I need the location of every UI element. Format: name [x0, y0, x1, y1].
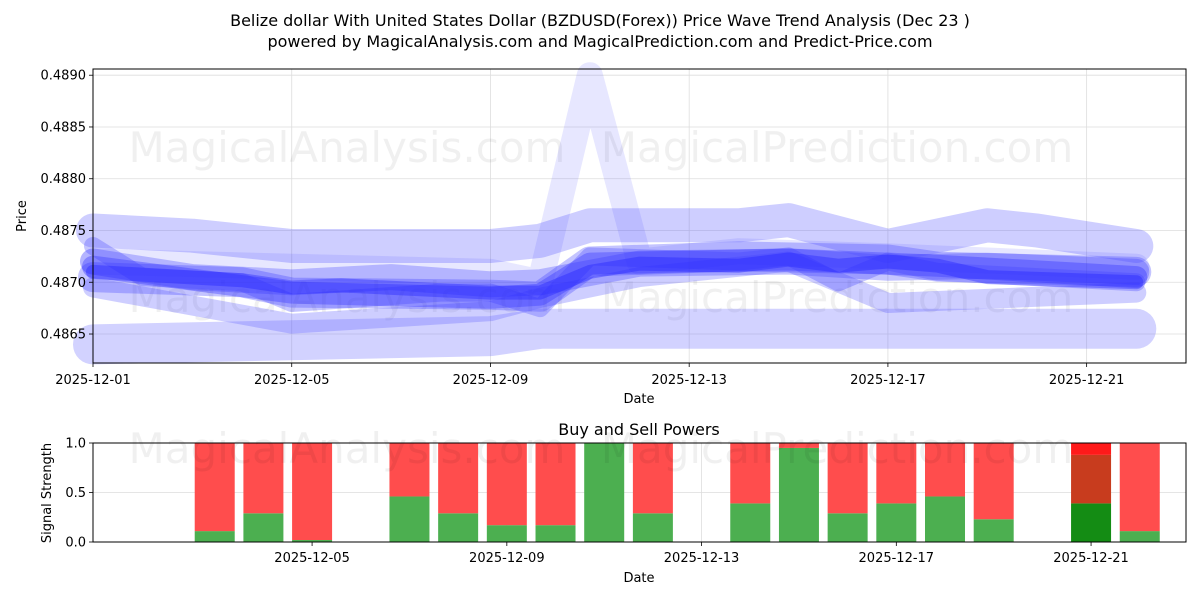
powers-ytick-label: 1.0	[65, 437, 86, 452]
powers-title: Buy and Sell Powers	[558, 420, 720, 439]
price-xtick-label: 2025-12-17	[850, 373, 926, 388]
sell-bar-2025-12-05	[292, 443, 333, 541]
buy-bar-2025-12-18	[925, 496, 966, 542]
powers-xlabel: Date	[623, 571, 654, 586]
sell-bar-2025-12-17	[876, 443, 917, 504]
powers-bars	[194, 443, 1160, 542]
price-xtick-label: 2025-12-13	[651, 373, 727, 388]
buy-bar-2025-12-21	[1071, 503, 1112, 542]
price-watermarks: MagicalAnalysis.com MagicalPrediction.co…	[129, 123, 1074, 322]
price-ytick-label: 0.4865	[41, 328, 87, 343]
watermark-prediction-bottom: MagicalPrediction.com	[601, 424, 1074, 473]
powers-ytick-label: 0.5	[65, 486, 86, 501]
sell-bar-2025-12-16	[827, 443, 868, 514]
sell-bar-2025-12-04	[243, 443, 284, 514]
buy-bar-2025-12-16	[827, 513, 868, 542]
sell-bar-2025-12-10	[535, 443, 576, 526]
powers-watermarks: MagicalAnalysis.com MagicalPrediction.co…	[129, 424, 1074, 473]
price-wave-9-line	[86, 252, 1144, 300]
powers-xtick-label: 2025-12-09	[469, 551, 545, 566]
price-ytick-label: 0.4870	[41, 276, 87, 291]
watermark-analysis-bottom: MagicalAnalysis.com	[129, 424, 566, 473]
watermark-analysis-top: MagicalAnalysis.com	[129, 123, 566, 172]
buy-bar-2025-12-19	[973, 519, 1014, 542]
buy-bar-2025-12-07	[389, 496, 430, 542]
price-ytick-label: 0.4885	[41, 120, 87, 135]
sell-extra-bar-2025-12-21	[1071, 443, 1112, 455]
buy-bar-2025-12-04	[243, 513, 284, 542]
sell-bar-2025-12-18	[925, 443, 966, 497]
sell-bar-2025-12-21	[1071, 454, 1112, 504]
sell-bar-2025-12-15	[778, 443, 819, 448]
price-ylabel: Price	[15, 200, 30, 232]
chart-title: Belize dollar With United States Dollar …	[230, 11, 970, 30]
price-wave-2-line	[80, 248, 1150, 298]
buy-bar-2025-12-03	[194, 531, 235, 542]
price-xtick-label: 2025-12-01	[55, 373, 131, 388]
price-xtick-label: 2025-12-05	[254, 373, 330, 388]
sell-bar-2025-12-19	[973, 443, 1014, 520]
sell-bar-2025-12-12	[632, 443, 673, 514]
sell-bar-2025-12-14	[730, 443, 771, 504]
sell-bar-2025-12-03	[194, 443, 235, 532]
watermark-prediction-mid: MagicalPrediction.com	[601, 273, 1074, 322]
price-wave-1-line	[78, 241, 1152, 312]
sell-bar-2025-12-22	[1119, 443, 1160, 532]
price-wave-4-line	[84, 237, 1146, 318]
buy-bar-2025-12-09	[486, 525, 527, 542]
powers-ytick-label: 0.0	[65, 536, 86, 551]
price-plot-frame	[92, 68, 1187, 364]
sell-bar-2025-12-07	[389, 443, 430, 497]
powers-axes: 2025-12-05 2025-12-09 2025-12-13 2025-12-17…	[65, 437, 1129, 567]
buy-bar-2025-12-15	[778, 447, 819, 542]
price-axes: 2025-12-01 2025-12-05 2025-12-09 2025-12-13…	[41, 69, 1125, 388]
buy-bar-2025-12-05	[292, 540, 333, 542]
chart-subtitle: powered by MagicalAnalysis.com and Magic…	[267, 32, 932, 51]
buy-bar-2025-12-22	[1119, 531, 1160, 542]
price-wave-8-line	[73, 308, 1157, 365]
price-ytick-label: 0.4890	[41, 69, 87, 84]
price-series	[73, 62, 1157, 365]
powers-xtick-label: 2025-12-17	[859, 551, 935, 566]
watermark-analysis-mid: MagicalAnalysis.com	[129, 273, 566, 322]
buy-bar-2025-12-08	[438, 513, 479, 542]
price-wave-6-line	[83, 251, 1147, 334]
powers-xtick-label: 2025-12-05	[274, 551, 350, 566]
powers-xtick-label: 2025-12-21	[1053, 551, 1129, 566]
sell-bar-2025-12-08	[438, 443, 479, 514]
price-xtick-label: 2025-12-21	[1049, 373, 1125, 388]
buy-bar-2025-12-12	[632, 513, 673, 542]
price-wave-7-line	[80, 62, 1150, 296]
buy-bar-2025-12-17	[876, 503, 917, 542]
sell-bar-2025-12-09	[486, 443, 527, 526]
price-xtick-label: 2025-12-09	[453, 373, 529, 388]
powers-xtick-label: 2025-12-13	[664, 551, 740, 566]
buy-bar-2025-12-14	[730, 503, 771, 542]
buy-bar-2025-12-11	[584, 443, 625, 542]
price-ytick-label: 0.4875	[41, 224, 87, 239]
buy-bar-2025-12-10	[535, 525, 576, 542]
powers-ylabel: Signal Strength	[40, 443, 55, 543]
watermark-prediction-top: MagicalPrediction.com	[601, 123, 1074, 172]
price-xlabel: Date	[623, 392, 654, 407]
price-grid	[92, 69, 1186, 363]
price-wave-3-line	[82, 248, 1148, 309]
price-ytick-label: 0.4880	[41, 172, 87, 187]
price-wave-5-line	[76, 203, 1154, 263]
